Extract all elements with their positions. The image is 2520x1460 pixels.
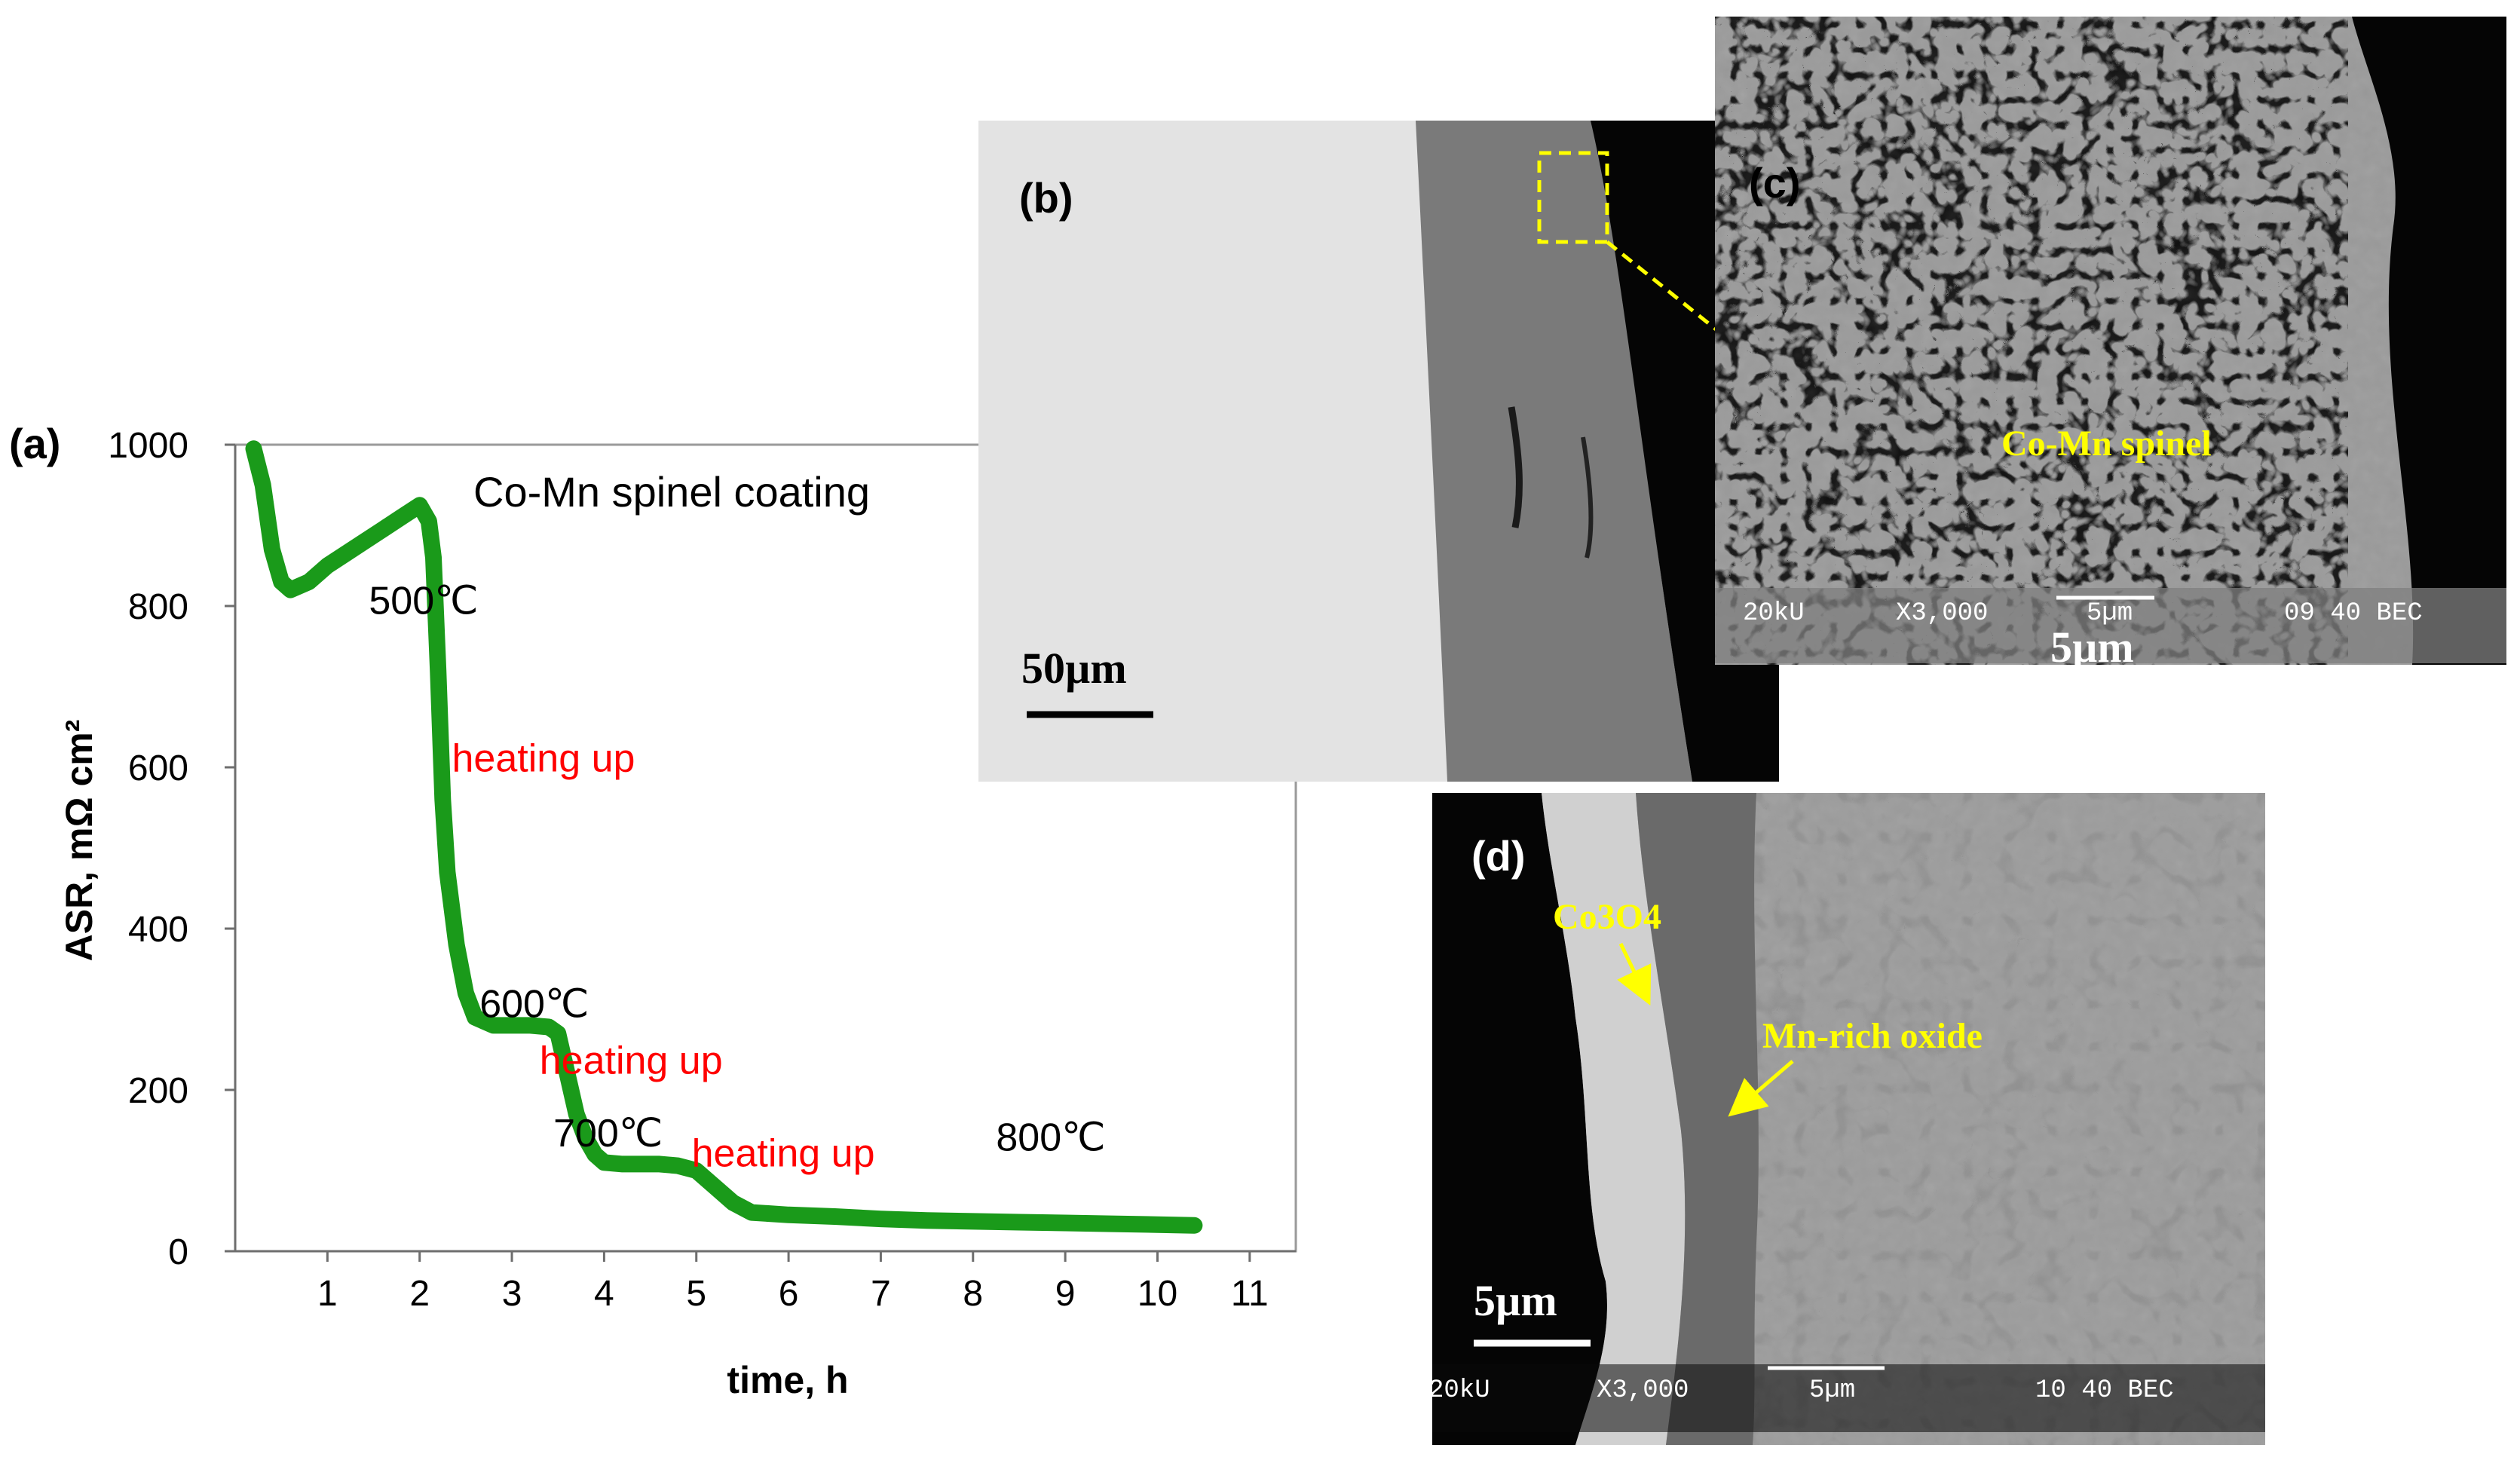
y-tick-label: 600 bbox=[128, 748, 188, 788]
d-arrow-mn-rich bbox=[1728, 1060, 1794, 1117]
asr-chart: 1 2 3 4 5 6 7 8 9 10 11 0 200 400 600 800 1000 500℃ heat… bbox=[9, 420, 1297, 1401]
c-info-strip bbox=[1715, 588, 2506, 663]
b-crack bbox=[1508, 406, 1523, 528]
chart-annotation: heating up bbox=[540, 1039, 723, 1083]
x-tick-label: 7 bbox=[871, 1274, 891, 1314]
c-annotation-spinel: Co-Mn spinel bbox=[2001, 424, 2212, 464]
x-tick-label: 8 bbox=[963, 1274, 983, 1314]
d-scale-bar-label: 5µm bbox=[1474, 1276, 1557, 1325]
micrograph-b: (b) 50µm bbox=[978, 121, 1781, 782]
d-info-strip bbox=[1432, 1364, 2265, 1432]
d-co3o4-layer bbox=[1542, 793, 1686, 1445]
panel-label-d: (d) bbox=[1471, 832, 1526, 880]
b-substrate-edge bbox=[1416, 121, 1692, 782]
chart-annotation: heating up bbox=[452, 736, 635, 780]
d-info-scale: 5µm bbox=[1809, 1376, 1855, 1405]
x-tick-label: 4 bbox=[594, 1274, 614, 1314]
c-info-kv: 20kU bbox=[1743, 599, 1805, 628]
c-info-scale: 5µm bbox=[2087, 599, 2133, 628]
c-grain bbox=[1715, 17, 2506, 665]
d-info-kv: 20kU bbox=[1428, 1376, 1490, 1405]
b-crack-2 bbox=[1581, 436, 1594, 559]
d-resin-region bbox=[1432, 793, 1607, 1445]
x-tick-label: 10 bbox=[1138, 1274, 1177, 1314]
x-ticks: 1 2 3 4 5 6 7 8 9 10 11 bbox=[317, 1251, 1269, 1314]
d-mn-rich-layer bbox=[1636, 793, 1759, 1445]
c-resin-region bbox=[2352, 17, 2506, 665]
asr-series-line bbox=[245, 440, 1203, 1234]
y-ticks: 0 200 400 600 800 1000 bbox=[108, 426, 235, 1272]
x-tick-label: 1 bbox=[317, 1274, 338, 1314]
chart-annotation: 500℃ bbox=[369, 580, 478, 623]
x-tick-label: 11 bbox=[1231, 1274, 1269, 1314]
d-info-mag: X3,000 bbox=[1597, 1376, 1689, 1405]
x-tick-label: 6 bbox=[779, 1274, 799, 1314]
panel-label-b: (b) bbox=[1019, 174, 1073, 222]
annotations-group: 500℃ heating up 600℃ heating up 700℃ heating … bbox=[369, 580, 1105, 1176]
y-tick-label: 200 bbox=[128, 1071, 188, 1111]
series-label: Co-Mn spinel coating bbox=[473, 468, 870, 516]
panel-label-a: (a) bbox=[9, 420, 60, 467]
series-group bbox=[245, 440, 1203, 1234]
d-annotation-co3o4: Co3O4 bbox=[1553, 897, 1661, 937]
d-info-code: 10 40 BEC bbox=[2035, 1376, 2174, 1405]
micrograph-c: (c) Co-Mn spinel 20kU X3,000 5µm 09 40 B… bbox=[1715, 17, 2506, 672]
x-tick-label: 9 bbox=[1055, 1274, 1076, 1314]
y-tick-label: 400 bbox=[128, 910, 188, 950]
c-info-code: 09 40 BEC bbox=[2284, 599, 2423, 628]
micrograph-d: (d) Co3O4 Mn-rich oxide 5µm 20kU X3,000 … bbox=[1428, 793, 2265, 1445]
c-info-mag: X3,000 bbox=[1896, 599, 1988, 628]
d-arrow-co3o4 bbox=[1617, 942, 1652, 1006]
chart-annotation: heating up bbox=[692, 1132, 875, 1176]
x-tick-label: 3 bbox=[502, 1274, 522, 1314]
panel-label-c: (c) bbox=[1749, 159, 1800, 207]
chart-annotation: 700℃ bbox=[553, 1112, 663, 1155]
y-tick-label: 1000 bbox=[108, 426, 188, 466]
y-axis-label: ASR, mΩ cm² bbox=[58, 720, 100, 962]
b-scale-bar-label: 50µm bbox=[1021, 644, 1127, 693]
y-tick-label: 0 bbox=[168, 1232, 188, 1272]
x-tick-label: 5 bbox=[686, 1274, 706, 1314]
chart-annotation: 600℃ bbox=[479, 983, 589, 1027]
c-scale-bar-label: 5µm bbox=[2050, 623, 2134, 672]
x-tick-label: 2 bbox=[409, 1274, 430, 1314]
d-annotation-mn-rich: Mn-rich oxide bbox=[1762, 1016, 1983, 1056]
chart-annotation: 800℃ bbox=[996, 1116, 1105, 1159]
y-tick-label: 800 bbox=[128, 587, 188, 627]
x-axis-label: time, h bbox=[727, 1359, 848, 1401]
